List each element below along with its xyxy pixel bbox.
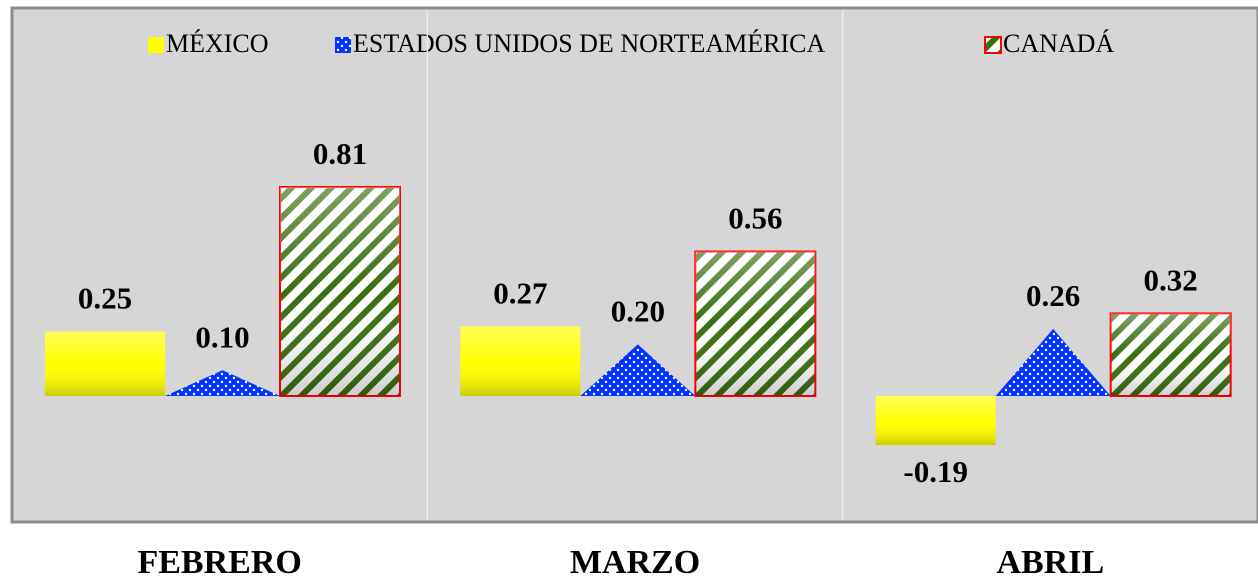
x-tick-label: ABRIL — [996, 544, 1104, 581]
legend-swatch — [148, 37, 164, 53]
value-label: 0.20 — [611, 294, 665, 329]
value-label: 0.32 — [1144, 263, 1198, 298]
bar — [165, 370, 280, 396]
bar-shade — [875, 396, 996, 446]
value-label: 0.56 — [728, 201, 782, 236]
bar-shade — [695, 251, 816, 396]
bar-shade — [1110, 313, 1231, 396]
legend-swatch — [335, 37, 351, 53]
x-tick-label: FEBRERO — [137, 544, 301, 581]
value-label: 0.25 — [78, 281, 132, 316]
bar — [995, 328, 1111, 396]
legend-swatch — [984, 36, 1002, 54]
legend-label: CANADÁ — [1003, 29, 1114, 58]
value-label: 0.10 — [195, 319, 249, 354]
bar-shade — [460, 326, 581, 396]
value-label: -0.19 — [903, 454, 968, 489]
bar-shade — [45, 331, 165, 396]
value-label: 0.81 — [313, 136, 367, 171]
bar-shade — [280, 187, 400, 396]
value-label: 0.27 — [493, 275, 547, 310]
legend-label: ESTADOS UNIDOS DE NORTEAMÉRICA — [353, 29, 826, 58]
bar — [580, 344, 696, 396]
plot-area — [10, 6, 1258, 524]
legend-label: MÉXICO — [166, 29, 269, 58]
value-label: 0.26 — [1026, 278, 1080, 313]
x-tick-label: MARZO — [570, 544, 700, 581]
